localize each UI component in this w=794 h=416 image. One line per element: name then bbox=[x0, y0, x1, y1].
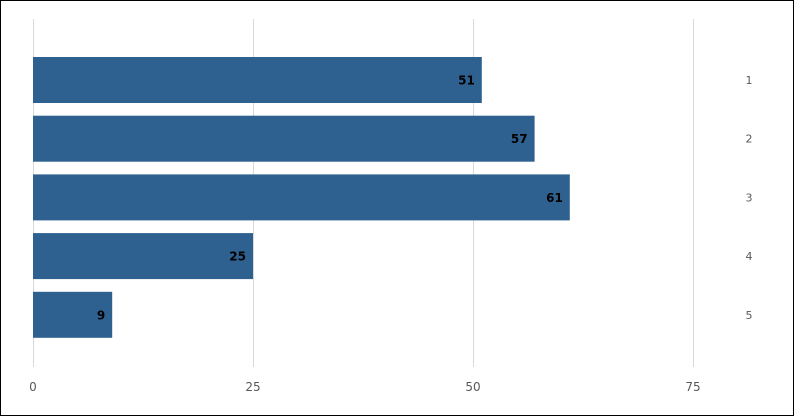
bar-2 bbox=[33, 115, 535, 162]
bars bbox=[33, 57, 570, 338]
data-label-5: 9 bbox=[97, 308, 105, 322]
data-label-1: 51 bbox=[458, 74, 475, 88]
bar-4 bbox=[33, 233, 253, 280]
x-tick-label: 0 bbox=[29, 380, 37, 394]
category-label-2: 2 bbox=[746, 133, 753, 146]
category-labels: 1 2 3 4 5 bbox=[746, 74, 753, 322]
category-label-4: 4 bbox=[746, 250, 753, 263]
data-labels: 51 57 61 25 9 bbox=[97, 74, 563, 323]
category-label-5: 5 bbox=[746, 309, 753, 322]
data-label-3: 61 bbox=[546, 191, 563, 205]
bar-5 bbox=[33, 291, 113, 338]
category-label-1: 1 bbox=[746, 74, 753, 87]
data-label-4: 25 bbox=[229, 250, 246, 264]
data-label-2: 57 bbox=[511, 132, 528, 146]
x-tick-label: 25 bbox=[245, 380, 260, 394]
bar-1 bbox=[33, 57, 482, 103]
x-tick-label: 50 bbox=[465, 380, 480, 394]
category-label-3: 3 bbox=[746, 191, 753, 204]
x-tick-label: 75 bbox=[685, 380, 700, 394]
x-axis-ticks: 0 25 50 75 bbox=[29, 380, 700, 394]
bar-3 bbox=[33, 174, 570, 221]
